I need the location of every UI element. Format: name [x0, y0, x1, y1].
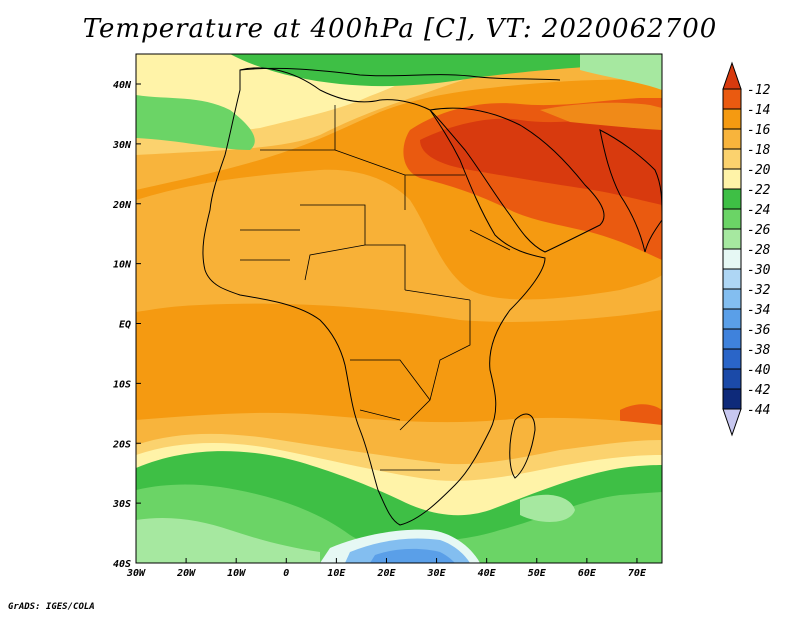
colorbar-label: -44: [747, 403, 770, 418]
colorbar-label: -22: [747, 183, 771, 198]
colorbar-label: -24: [747, 203, 770, 218]
europe-coast: [239, 67, 561, 81]
field-ne-lightgreen: [580, 54, 662, 90]
field-atlantic-green: [136, 95, 255, 150]
field-med-green: [230, 54, 662, 87]
colorbar-swatch: [722, 228, 742, 250]
colorbar-label: -18: [747, 143, 771, 158]
lon-tick-label: 40E: [478, 568, 497, 579]
colorbar-swatch: [722, 368, 742, 390]
colorbar-bottom-arrow: [722, 408, 742, 437]
lat-tick-label: 30S: [112, 499, 131, 510]
colorbar-swatch: [722, 348, 742, 370]
colorbar: -12 -14 -16 -18 -20 -22 -24 -26 -28 -30 -32 -34 -36 -…: [722, 61, 771, 437]
lat-tick-label: 30N: [112, 140, 132, 151]
lon-tick-label: 60E: [578, 568, 597, 579]
colorbar-label: -34: [747, 303, 770, 318]
lon-tick-label: 10E: [327, 568, 346, 579]
india-coast: [599, 129, 662, 253]
field-iran-orange: [540, 102, 662, 130]
colorbar-label: -12: [747, 83, 771, 98]
coastlines: [202, 67, 662, 526]
lat-tick-label: 20N: [112, 200, 132, 211]
colorbar-label: -36: [747, 323, 771, 338]
colorbar-label: -40: [747, 363, 771, 378]
lat-tick-label: EQ: [119, 320, 131, 331]
lat-tick-label: 40S: [113, 559, 131, 570]
madagascar-coast: [509, 413, 536, 479]
footer-credit: GrADS: IGES/COLA: [8, 602, 95, 612]
colorbar-label: -38: [747, 343, 771, 358]
colorbar-label: -26: [747, 223, 771, 238]
colorbar-label: -20: [747, 163, 771, 178]
colorbar-swatch: [722, 248, 742, 270]
colorbar-label: -16: [747, 123, 771, 138]
colorbar-swatch: [722, 188, 742, 210]
colorbar-swatch: [722, 168, 742, 190]
chart-title: Temperature at 400hPa [C], VT: 202006270…: [82, 14, 718, 44]
colorbar-swatch: [722, 108, 742, 130]
colorbar-top-arrow: [722, 61, 742, 90]
colorbar-label: -42: [747, 383, 771, 398]
arabia-coast: [428, 107, 605, 253]
field-sw-lightgreen: [136, 518, 320, 563]
colorbar-swatch: [722, 88, 742, 110]
colorbar-swatch: [722, 208, 742, 230]
lon-tick-label: 20E: [376, 568, 396, 579]
colorbar-swatch: [722, 268, 742, 290]
lon-tick-label: 20W: [176, 568, 196, 579]
field-south-lightgreen-patch: [520, 494, 575, 522]
lon-tick-label: 30W: [126, 568, 146, 579]
lon-tick-label: 70E: [628, 568, 647, 579]
temperature-field: [136, 54, 662, 563]
field-sahel-band: [136, 169, 662, 322]
colorbar-label: -28: [747, 243, 771, 258]
colorbar-swatch: [722, 388, 742, 410]
map-frame: [135, 53, 663, 564]
lon-tick-label: 50E: [528, 568, 547, 579]
lon-tick-label: 10W: [227, 568, 246, 579]
lat-tick-label: 40N: [113, 80, 132, 91]
lat-axis: 40N 30N 20N 10N EQ 10S 20S 30S 40S: [112, 80, 141, 570]
lat-tick-label: 20S: [112, 439, 131, 450]
lat-tick-label: 10S: [113, 379, 131, 390]
lon-tick-label: 0: [283, 568, 289, 579]
colorbar-swatch: [722, 128, 742, 150]
country-borders: [240, 105, 511, 471]
colorbar-swatch: [722, 328, 742, 350]
lon-tick-label: 30E: [427, 568, 447, 579]
colorbar-label: -14: [747, 103, 770, 118]
colorbar-label: -32: [747, 283, 771, 298]
lon-axis: 30W 20W 10W 0 10E 20E 30E 40E 50E 60E 70E: [126, 558, 647, 579]
lat-tick-label: 10N: [113, 260, 132, 271]
colorbar-label: -30: [747, 263, 771, 278]
colorbar-swatch: [722, 308, 742, 330]
field-south-deepblue: [370, 548, 455, 563]
colorbar-swatch: [722, 288, 742, 310]
africa-coast: [202, 67, 546, 526]
colorbar-swatch: [722, 148, 742, 170]
